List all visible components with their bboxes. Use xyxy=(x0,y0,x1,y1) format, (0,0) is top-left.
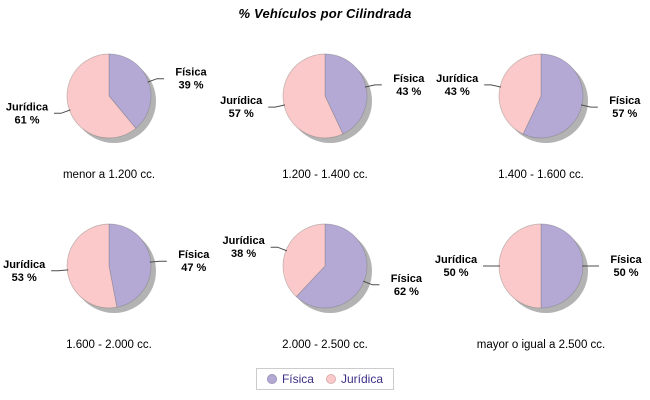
pie-category-label: menor a 1.200 cc. xyxy=(62,169,156,181)
slice-percent-label: 57 % xyxy=(229,108,254,120)
label-leader-line xyxy=(484,84,502,88)
legend-swatch-fisica xyxy=(266,374,277,384)
pie-cell-1400-1600: Física 57 % Jurídica 43 % 1.400 - 1.600 cc. xyxy=(433,22,649,192)
slice-percent-label: 38 % xyxy=(231,248,256,260)
label-leader-line xyxy=(268,104,286,108)
label-leader-line xyxy=(147,78,164,83)
slice-name-label: Física xyxy=(609,95,641,107)
label-leader-line xyxy=(54,109,71,114)
pie-cell-mayor-2500: Física 50 % Jurídica 50 % mayor o igual a 2… xyxy=(433,192,649,362)
slice-percent-label: 43 % xyxy=(396,86,421,98)
pie-category-label: 1.600 - 2.000 cc. xyxy=(66,339,152,351)
pie-category-label: mayor o igual a 2.500 cc. xyxy=(476,339,606,351)
legend-label-fisica: Física xyxy=(281,372,314,386)
pie-category-label: 1.400 - 1.600 cc. xyxy=(498,169,584,181)
slice-name-label: Jurídica xyxy=(436,73,479,85)
label-leader-line xyxy=(362,280,380,286)
pie-cell-2000-2500: Física 62 % Jurídica 38 % 2.000 - 2.500 cc. xyxy=(217,192,433,362)
pie-cell-1200-1400: Física 43 % Jurídica 57 % 1.200 - 1.400 cc. xyxy=(217,22,433,192)
pie-grid: Física 39 % Jurídica 61 % menor a 1.200 cc.… xyxy=(0,22,650,362)
label-leader-line xyxy=(580,104,598,108)
slice-percent-label: 50 % xyxy=(443,267,468,279)
slice-name-label: Física xyxy=(178,249,210,261)
label-leader-line xyxy=(270,246,288,252)
slice-percent-label: 50 % xyxy=(613,267,638,279)
legend: Física Jurídica xyxy=(255,368,395,390)
label-leader-line xyxy=(364,84,382,88)
slice-percent-label: 53 % xyxy=(12,272,37,284)
slice-percent-label: 57 % xyxy=(612,108,637,120)
chart-title: % Vehículos por Cilindrada xyxy=(238,6,412,21)
pie-category-label: 2.000 - 2.500 cc. xyxy=(282,339,368,351)
label-leader-line xyxy=(149,260,167,263)
slice-name-label: Jurídica xyxy=(220,95,263,107)
slice-percent-label: 47 % xyxy=(181,262,206,274)
slice-name-label: Física xyxy=(610,254,642,266)
slice-percent-label: 61 % xyxy=(14,114,39,126)
slice-name-label: Física xyxy=(175,67,207,79)
legend-label-juridica: Jurídica xyxy=(340,372,384,386)
slice-name-label: Jurídica xyxy=(3,259,46,271)
slice-name-label: Física xyxy=(393,73,425,85)
label-leader-line xyxy=(51,269,69,272)
legend-swatch-juridica xyxy=(325,374,336,384)
pie-cell-menor-1200: Física 39 % Jurídica 61 % menor a 1.200 cc. xyxy=(1,22,217,192)
pie-cell-1600-2000: Física 47 % Jurídica 53 % 1.600 - 2.000 cc. xyxy=(1,192,217,362)
slice-percent-label: 43 % xyxy=(445,86,470,98)
slice-percent-label: 39 % xyxy=(178,80,203,92)
slice-name-label: Jurídica xyxy=(6,101,49,113)
legend-item-juridica: Jurídica xyxy=(325,372,384,386)
legend-item-fisica: Física xyxy=(266,372,314,386)
legend-row: Física Jurídica xyxy=(0,368,650,390)
pie-category-label: 1.200 - 1.400 cc. xyxy=(282,169,368,181)
slice-name-label: Jurídica xyxy=(435,254,478,266)
pie-slice-juridica xyxy=(498,223,542,309)
slice-name-label: Jurídica xyxy=(223,235,266,247)
slice-name-label: Física xyxy=(391,273,423,285)
slice-percent-label: 62 % xyxy=(394,286,419,298)
